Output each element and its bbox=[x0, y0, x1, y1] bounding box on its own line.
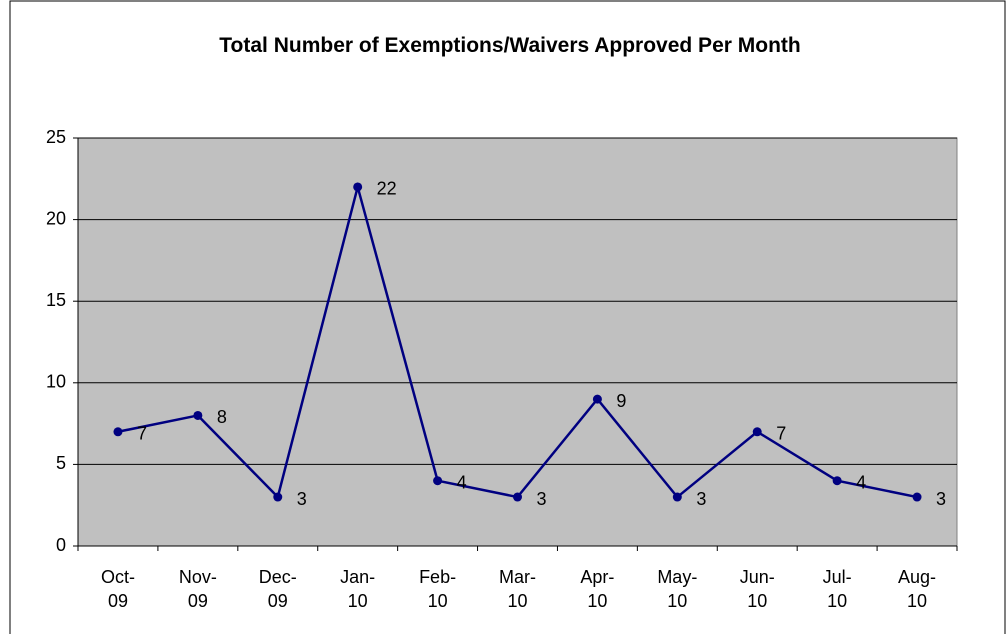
x-tick-label: Mar-10 bbox=[499, 567, 536, 611]
point bbox=[113, 427, 123, 437]
x-tick-label: Aug-10 bbox=[898, 567, 937, 611]
data-label: 7 bbox=[137, 424, 147, 444]
point bbox=[912, 492, 922, 502]
point bbox=[353, 182, 363, 192]
y-tick-label: 10 bbox=[46, 372, 66, 392]
point bbox=[433, 476, 443, 486]
data-label: 9 bbox=[616, 391, 626, 411]
y-tick-label: 15 bbox=[46, 290, 66, 310]
x-tick-label: Jul-10 bbox=[822, 567, 852, 611]
point bbox=[193, 410, 203, 420]
x-tick-label: Jan-10 bbox=[340, 567, 376, 611]
x-tick-label: May-10 bbox=[657, 567, 698, 611]
x-tick-label: Nov-09 bbox=[178, 567, 217, 611]
data-label: 4 bbox=[457, 472, 467, 492]
data-label: 8 bbox=[217, 407, 227, 427]
y-tick-label: 5 bbox=[56, 453, 66, 473]
y-tick-label: 0 bbox=[56, 535, 66, 555]
data-label: 7 bbox=[776, 424, 786, 444]
chart-title: Total Number of Exemptions/Waivers Appro… bbox=[219, 34, 801, 57]
x-tick-label: Jun-10 bbox=[739, 567, 775, 611]
point bbox=[592, 394, 602, 404]
data-label: 3 bbox=[537, 489, 547, 509]
point bbox=[752, 427, 762, 437]
chart-border bbox=[9, 0, 1006, 634]
x-tick-label: Oct-09 bbox=[100, 567, 135, 611]
point bbox=[513, 492, 522, 502]
data-label: 4 bbox=[856, 472, 866, 492]
plot-area bbox=[77, 137, 958, 547]
y-tick-label: 20 bbox=[46, 208, 66, 228]
point bbox=[832, 476, 842, 486]
data-label: 3 bbox=[936, 489, 946, 509]
point bbox=[672, 492, 682, 502]
x-tick-label: Apr-10 bbox=[580, 567, 615, 611]
data-label: 22 bbox=[377, 179, 397, 199]
data-label: 3 bbox=[696, 489, 706, 509]
data-label: 3 bbox=[297, 489, 307, 509]
x-tick-label: Feb-10 bbox=[419, 567, 457, 611]
point bbox=[273, 492, 283, 502]
y-tick-label: 25 bbox=[46, 127, 66, 147]
x-tick-label: Dec-09 bbox=[258, 567, 297, 611]
